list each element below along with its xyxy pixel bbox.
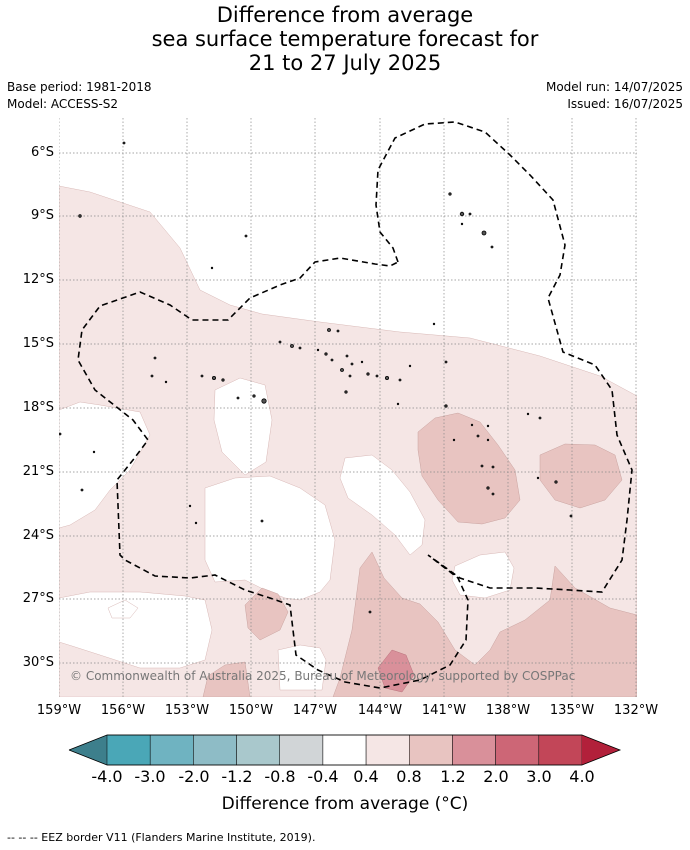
colorbar-label: 2.0 [483, 767, 509, 786]
lat-label: 24°S [22, 528, 54, 543]
colorbar-label: 0.4 [353, 767, 379, 786]
lon-label: 144°W [357, 703, 403, 718]
anomaly-region-high [377, 649, 415, 693]
lon-label: 156°W [100, 703, 146, 718]
map-area [59, 118, 637, 697]
near-normal-central [204, 475, 336, 601]
colorbar-swatch [365, 734, 410, 766]
attribution-text: © Commonwealth of Australia 2025, Bureau… [70, 669, 576, 683]
colorbar-swatch [495, 734, 540, 766]
anomaly-region-mid-1 [417, 412, 521, 525]
lat-label: 27°S [22, 591, 54, 606]
colorbar-title: Difference from average (°C) [221, 794, 469, 814]
island-markers [59, 141, 573, 614]
issued-date: Issued: 16/07/2025 [567, 97, 683, 111]
title-line-2: sea surface temperature forecast for [151, 27, 539, 51]
near-normal-south-center [277, 644, 327, 691]
colorbar-swatch [279, 734, 324, 766]
lat-label: 30°S [22, 655, 54, 670]
lon-label: 147°W [292, 703, 338, 718]
chart-title: Difference from average sea surface temp… [0, 3, 690, 75]
near-normal-tongue [339, 454, 426, 556]
colorbar-swatch [106, 734, 151, 766]
colorbar-swatch [149, 734, 194, 766]
colorbar-swatch [538, 734, 583, 766]
meta-right: Model run: 14/07/2025 Issued: 16/07/2025 [546, 79, 683, 113]
anomaly-region-mid-2 [539, 443, 623, 509]
colorbar-label: -1.2 [221, 767, 253, 786]
colorbar-swatches [69, 734, 620, 766]
colorbar-swatch [193, 734, 237, 766]
lat-label: 21°S [22, 464, 54, 479]
lon-label: 153°W [164, 703, 210, 718]
lat-label: 6°S [30, 145, 54, 160]
meta-left: Base period: 1981-2018 Model: ACCESS-S2 [7, 79, 152, 113]
base-period: Base period: 1981-2018 [7, 80, 152, 94]
lat-label: 12°S [22, 272, 54, 287]
colorbar [68, 734, 622, 766]
near-normal-west [59, 401, 151, 529]
colorbar-extend-high [582, 735, 620, 765]
colorbar-label: -0.4 [307, 767, 339, 786]
lon-label: 141°W [421, 703, 467, 718]
lat-label: 9°S [30, 208, 54, 223]
anomaly-region-mid-5 [202, 661, 251, 697]
colorbar-label: 1.2 [440, 767, 466, 786]
near-normal-east [451, 551, 515, 599]
anomaly-region-mid-3 [332, 551, 637, 697]
lon-label: 150°W [228, 703, 274, 718]
colorbar-label: -2.0 [178, 767, 210, 786]
colorbar-label: 0.8 [396, 767, 422, 786]
colorbar-extend-low [69, 735, 107, 765]
eez-legend-note: -- -- -- EEZ border V11 (Flanders Marine… [7, 831, 316, 844]
colorbar-label: -4.0 [91, 767, 123, 786]
colorbar-label: -3.0 [134, 767, 166, 786]
lon-label: 159°W [36, 703, 82, 718]
colorbar-outline [68, 734, 622, 766]
lat-label: 18°S [22, 400, 54, 415]
colorbar-swatch [322, 734, 367, 766]
colorbar-label: 3.0 [526, 767, 552, 786]
colorbar-label: -0.8 [264, 767, 296, 786]
colorbar-swatch [409, 734, 453, 766]
model-run: Model run: 14/07/2025 [545, 80, 683, 94]
lon-label: 135°W [549, 703, 595, 718]
colorbar-swatch [452, 734, 496, 766]
near-normal-southwest [59, 591, 213, 669]
lon-label: 138°W [485, 703, 531, 718]
title-line-3: 21 to 27 July 2025 [248, 51, 442, 75]
model-name: Model: ACCESS-S2 [7, 97, 119, 111]
eez-border [77, 121, 633, 689]
near-normal-island-patch [213, 377, 273, 476]
colorbar-label: 4.0 [569, 767, 595, 786]
lon-label: 132°W [613, 703, 659, 718]
title-line-1: Difference from average [216, 3, 474, 27]
lat-label: 15°S [22, 336, 54, 351]
colorbar-swatch [236, 734, 280, 766]
